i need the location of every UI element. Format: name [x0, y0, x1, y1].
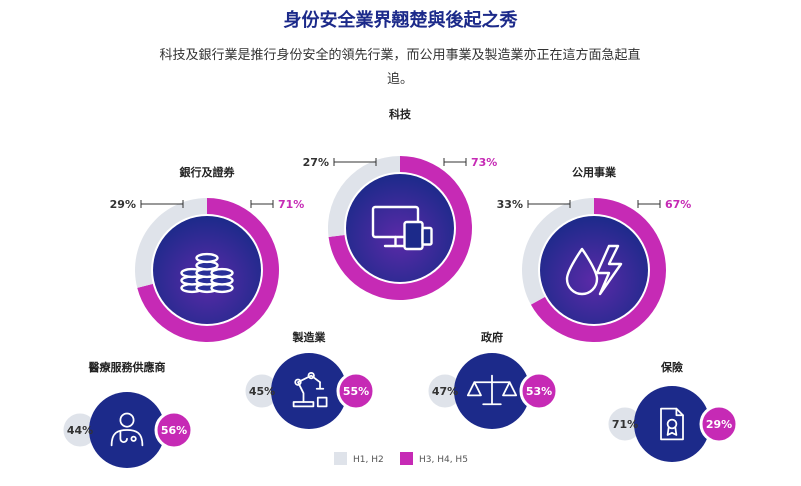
data-label-later: 71%	[278, 198, 304, 211]
data-label-later: 55%	[343, 385, 369, 398]
data-label-early: 27%	[303, 156, 329, 169]
badge-later	[519, 371, 559, 411]
badge-center	[271, 353, 347, 429]
data-label-later: 53%	[526, 385, 552, 398]
category-label: 公用事業	[572, 165, 617, 179]
donut-charts: 科技 27% 73% 銀行及證券 29% 71% 公用事業 33% 67%	[110, 107, 691, 343]
page-title: 身份安全業界翹楚與後起之秀	[283, 10, 518, 31]
water-power-icon	[565, 244, 623, 296]
policy-document-icon	[660, 407, 684, 441]
category-label: 製造業	[292, 330, 327, 344]
data-label-early: 71%	[612, 418, 638, 431]
badge-later	[699, 404, 739, 444]
category-label: 銀行及證券	[180, 165, 236, 179]
category-label: 醫療服務供應商	[89, 360, 166, 374]
legend-label: H1, H2	[353, 455, 384, 465]
data-label-early: 45%	[249, 385, 275, 398]
badge-3: 保險 71% 29%	[605, 360, 739, 462]
badge-2: 政府 47% 53%	[425, 330, 559, 429]
data-label-early: 47%	[432, 385, 458, 398]
badge-charts: 醫療服務供應商 44% 56% 製造業 45% 55% 政府 47% 53% 保險 71% 29%	[60, 330, 739, 468]
data-label-later: 29%	[706, 418, 732, 431]
data-label-later: 56%	[161, 424, 187, 437]
badge-later	[154, 410, 194, 450]
doctor-icon	[110, 412, 144, 447]
data-label-early: 29%	[110, 198, 136, 211]
legend-swatch	[334, 452, 347, 465]
badge-later	[336, 371, 376, 411]
badge-center	[634, 386, 710, 462]
legend-swatch	[400, 452, 413, 465]
devices-icon	[371, 205, 433, 251]
category-label: 科技	[389, 107, 412, 121]
badge-1: 製造業 45% 55%	[242, 330, 376, 429]
donut-center	[346, 174, 454, 282]
category-label: 保險	[660, 360, 683, 374]
data-label-early: 33%	[497, 198, 523, 211]
donut-1: 銀行及證券 29% 71%	[110, 165, 304, 343]
donut-0: 科技 27% 73%	[303, 107, 497, 300]
page-subtitle: 科技及銀行業是推行身份安全的領先行業，而公用事業及製造業亦正在這方面急起直追。	[159, 48, 641, 87]
scales-icon	[466, 374, 518, 406]
data-label-early: 44%	[67, 424, 93, 437]
data-label-later: 73%	[471, 156, 497, 169]
data-label-later: 67%	[665, 198, 691, 211]
legend: H1, H2 H3, H4, H5	[334, 452, 468, 465]
robot-arm-icon	[292, 371, 328, 408]
badge-0: 醫療服務供應商 44% 56%	[60, 360, 194, 468]
category-label: 政府	[481, 330, 503, 344]
donut-2: 公用事業 33% 67%	[497, 165, 691, 343]
coins-icon	[180, 252, 234, 294]
legend-label: H3, H4, H5	[419, 455, 468, 465]
